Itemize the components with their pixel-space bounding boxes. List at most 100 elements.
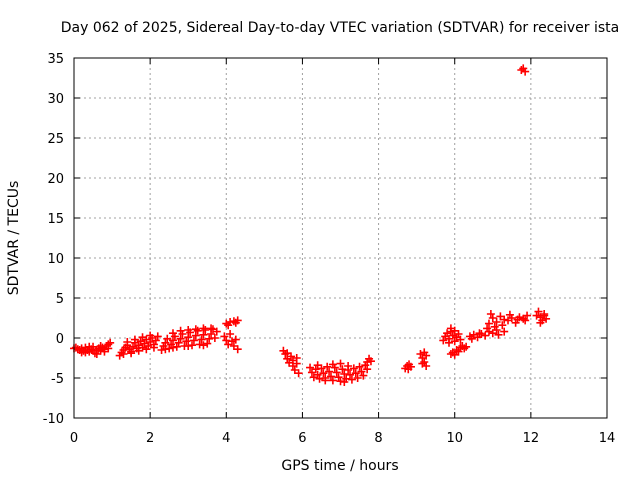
data-point [184, 333, 193, 342]
data-point [130, 335, 139, 344]
data-point [306, 363, 315, 372]
x-axis-label: GPS time / hours [281, 458, 398, 474]
x-tick-label: 8 [374, 431, 382, 446]
data-point [92, 350, 101, 358]
y-tick-label: 15 [47, 212, 64, 227]
data-point [355, 362, 364, 371]
data-point [347, 375, 356, 384]
data-point [201, 326, 210, 334]
data-point [199, 341, 208, 350]
data-point [513, 315, 522, 324]
data-point [344, 362, 353, 370]
x-tick-labels: 0 2 4 6 8 10 12 14 [70, 431, 615, 446]
data-point [184, 326, 193, 334]
y-tick-label: 35 [47, 52, 64, 67]
data-point [475, 329, 484, 338]
data-point [210, 334, 219, 342]
x-tick-label: 14 [599, 431, 616, 446]
data-point [517, 66, 526, 74]
y-axis-label: SDTVAR / TECUs [6, 181, 22, 296]
data-point [119, 350, 128, 358]
data-point [328, 360, 337, 369]
data-points [70, 64, 551, 386]
data-point [353, 374, 362, 382]
x-tick-label: 4 [222, 431, 230, 446]
data-point [351, 369, 360, 378]
data-point [313, 361, 322, 370]
data-point [500, 327, 509, 336]
data-point [195, 340, 204, 349]
data-point [492, 318, 501, 326]
data-point [212, 327, 221, 336]
data-point [521, 316, 530, 325]
data-point [168, 329, 177, 338]
data-point [328, 376, 337, 385]
data-point [106, 338, 115, 347]
data-point [336, 359, 345, 368]
data-point [168, 343, 177, 352]
chart-title: Day 062 of 2025, Sidereal Day-to-day VTE… [61, 20, 619, 36]
data-point [450, 350, 459, 359]
data-point [450, 337, 459, 346]
data-point [184, 342, 193, 350]
data-point [494, 330, 503, 339]
data-point [283, 349, 292, 358]
x-tick-label: 0 [70, 431, 78, 446]
y-tick-label: 0 [56, 332, 64, 347]
y-tick-label: -10 [43, 412, 64, 427]
data-point [416, 350, 425, 358]
data-point [505, 310, 514, 319]
y-tick-label: 20 [47, 172, 64, 187]
data-point [138, 333, 147, 342]
data-point [163, 334, 172, 343]
data-point [467, 334, 476, 343]
data-point [349, 364, 358, 373]
data-point [323, 362, 332, 371]
data-point [325, 367, 334, 376]
data-point [233, 345, 242, 354]
data-point [153, 332, 162, 341]
data-point [104, 344, 113, 353]
data-point [191, 325, 200, 334]
data-point [222, 319, 231, 328]
data-point [532, 311, 541, 320]
x-tick-label: 10 [446, 431, 463, 446]
plot-frame [73, 57, 608, 419]
y-tick-label: 30 [47, 92, 64, 107]
data-point [363, 365, 372, 374]
data-point [484, 319, 493, 328]
data-point [226, 330, 235, 338]
data-point [456, 335, 465, 344]
data-point [486, 310, 495, 318]
data-point [483, 324, 492, 333]
data-point [197, 335, 206, 344]
data-point [227, 337, 236, 346]
data-point [454, 330, 463, 338]
data-point [420, 358, 429, 366]
data-point [319, 369, 328, 378]
data-point [488, 314, 497, 322]
data-point [224, 321, 233, 330]
data-point [199, 324, 208, 333]
y-tick-label: 25 [47, 132, 64, 147]
data-point [207, 324, 216, 333]
data-point [203, 339, 212, 348]
data-point [446, 324, 455, 333]
data-point [127, 349, 136, 358]
data-point [134, 346, 143, 355]
y-tick-label: 10 [47, 252, 64, 267]
data-point [462, 342, 471, 351]
data-point [146, 331, 155, 340]
data-point [422, 351, 431, 360]
y-tick-label: -5 [51, 372, 64, 387]
data-point [176, 326, 185, 335]
data-point [294, 369, 303, 378]
data-point [481, 331, 490, 340]
data-point [142, 345, 151, 354]
data-point [176, 334, 185, 343]
data-point [445, 338, 454, 347]
data-point [229, 317, 238, 326]
x-tick-label: 2 [146, 431, 154, 446]
